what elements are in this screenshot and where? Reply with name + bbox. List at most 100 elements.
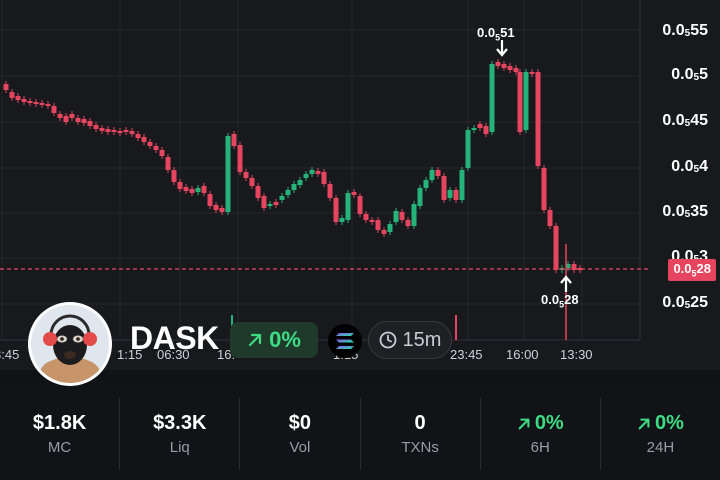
candle xyxy=(9,92,15,98)
candle xyxy=(423,180,429,188)
candle xyxy=(57,114,63,118)
solana-chain-icon xyxy=(328,324,362,358)
y-axis-label: 0.0545 xyxy=(662,112,708,129)
candle xyxy=(3,84,9,90)
candle xyxy=(405,220,411,226)
x-axis-label: 16:00 xyxy=(506,347,539,362)
price-chart[interactable]: 0.0555 0.055 0.0545 0.054 0.0535 0.053 0… xyxy=(0,0,720,370)
candle xyxy=(177,182,183,189)
low-price-label: 0.0528 xyxy=(541,292,579,310)
candle xyxy=(529,72,535,74)
candle xyxy=(27,101,33,103)
candle xyxy=(429,170,435,180)
y-axis-label: 0.0525 xyxy=(662,294,708,311)
candle xyxy=(15,96,21,100)
candle xyxy=(441,176,447,200)
candle xyxy=(459,170,465,200)
candle xyxy=(267,204,273,206)
candle xyxy=(285,190,291,195)
candle xyxy=(213,205,219,210)
candle xyxy=(219,208,225,212)
candle xyxy=(45,104,51,106)
candle xyxy=(571,264,577,270)
candle xyxy=(141,137,147,142)
token-name: DASK xyxy=(130,320,219,356)
price-change-badge: 0% xyxy=(230,322,318,358)
stat-liquidity: $3.3K Liq xyxy=(120,398,241,470)
candle xyxy=(39,103,45,105)
current-price-tag: 0.0528 xyxy=(668,259,716,281)
stat-label: MC xyxy=(47,439,72,456)
candle xyxy=(345,193,351,220)
candle xyxy=(279,196,285,200)
x-axis-label: 13:30 xyxy=(560,347,593,362)
price-change-value: 0% xyxy=(269,327,301,352)
candle xyxy=(363,214,369,220)
candle xyxy=(297,180,303,185)
candle xyxy=(523,72,529,130)
token-avatar xyxy=(28,302,112,386)
stat-value: $1.8K xyxy=(32,412,87,434)
candle xyxy=(21,99,27,102)
arrow-up-right-icon xyxy=(638,418,650,429)
low-marker-icon xyxy=(560,275,572,292)
stat-value: 0% xyxy=(517,412,564,435)
y-axis-label: 0.0535 xyxy=(662,203,708,220)
candle xyxy=(249,178,255,186)
stat-label: 6H xyxy=(530,439,550,456)
x-axis-label: 1:15 xyxy=(117,347,143,362)
y-axis-label: 0.054 xyxy=(671,158,708,175)
stat-value: $0 xyxy=(288,412,312,434)
candle xyxy=(577,268,583,270)
candle xyxy=(117,131,123,133)
candle xyxy=(339,218,345,222)
candle xyxy=(189,189,195,193)
candle xyxy=(225,136,231,212)
candle xyxy=(111,130,117,132)
candle xyxy=(357,196,363,214)
x-axis-label: 23:45 xyxy=(450,347,483,362)
candle xyxy=(93,125,99,129)
candle xyxy=(243,172,249,178)
x-axis-label: 3:45 xyxy=(0,347,20,362)
candle xyxy=(351,192,357,195)
candle xyxy=(489,64,495,132)
candle xyxy=(483,126,489,134)
candle xyxy=(535,72,541,166)
candle xyxy=(129,131,135,134)
stat-value: 0% xyxy=(637,412,684,435)
stat-value: $3.3K xyxy=(153,412,207,434)
candle xyxy=(495,62,501,66)
candle xyxy=(381,230,387,234)
high-marker-icon xyxy=(496,40,508,57)
timeframe-selector[interactable]: 15m xyxy=(368,321,452,359)
candle xyxy=(75,118,81,122)
candle xyxy=(183,187,189,191)
candle xyxy=(207,194,213,206)
candle xyxy=(171,170,177,182)
candle xyxy=(201,186,207,193)
candlestick-chart[interactable] xyxy=(0,0,720,370)
candle xyxy=(303,174,309,178)
candle xyxy=(369,220,375,222)
candle xyxy=(165,157,171,170)
candle xyxy=(273,202,279,205)
candle xyxy=(255,186,261,198)
candle xyxy=(315,171,321,174)
candle xyxy=(147,142,153,146)
x-axis-label: 06:30 xyxy=(157,347,190,362)
candle xyxy=(237,145,243,172)
candle xyxy=(231,134,237,146)
stat-market-cap: $1.8K MC xyxy=(0,398,121,470)
candle xyxy=(81,119,87,123)
candle xyxy=(387,224,393,232)
candle xyxy=(477,124,483,128)
stat-value: 0 xyxy=(414,412,426,434)
candle xyxy=(51,106,57,113)
candle xyxy=(507,66,513,70)
y-axis-label: 0.055 xyxy=(671,66,708,83)
stat-label: 24H xyxy=(646,439,675,456)
clock-icon xyxy=(379,331,396,349)
candle xyxy=(105,129,111,132)
candle xyxy=(153,146,159,150)
